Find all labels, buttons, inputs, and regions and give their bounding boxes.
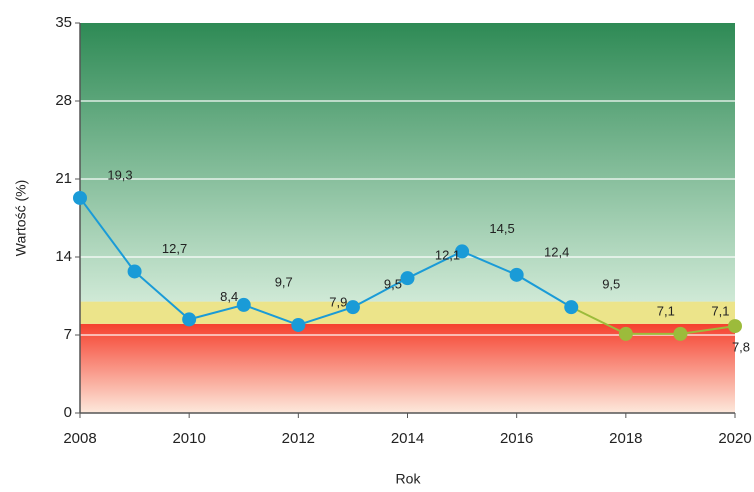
y-tick-label: 0 [64, 404, 72, 421]
point [127, 264, 142, 279]
data-label: 9,7 [275, 274, 293, 289]
data-label: 12,4 [544, 244, 569, 259]
x-tick-label: 2016 [500, 430, 533, 447]
x-tick-label: 2018 [609, 430, 642, 447]
y-tick-label: 35 [55, 14, 72, 31]
point [673, 326, 688, 341]
data-label: 7,9 [329, 294, 347, 309]
y-tick-label: 21 [55, 170, 72, 187]
point [182, 312, 197, 327]
point [455, 244, 470, 259]
y-tick-label: 7 [64, 326, 72, 343]
data-label: 7,1 [711, 303, 729, 318]
point [236, 297, 251, 312]
data-label: 7,8 [732, 340, 750, 355]
band [80, 23, 735, 302]
line-segment [79, 197, 572, 327]
line-segment [570, 306, 736, 335]
point [564, 300, 579, 315]
band [80, 323, 735, 413]
point [618, 326, 633, 341]
point [400, 271, 415, 286]
point [73, 190, 87, 205]
x-tick-label: 2008 [63, 430, 96, 447]
point [728, 319, 742, 334]
data-label: 8,4 [220, 289, 238, 304]
data-label: 12,7 [162, 241, 187, 256]
x-axis-label: Rok [396, 471, 422, 487]
x-tick-label: 2014 [391, 430, 424, 447]
x-tick-label: 2020 [718, 430, 751, 447]
x-tick-label: 2012 [282, 430, 315, 447]
data-label: 12,1 [435, 248, 460, 263]
data-label: 7,1 [657, 303, 675, 318]
y-tick-label: 14 [55, 248, 72, 265]
y-tick-label: 28 [55, 92, 72, 109]
point [291, 317, 306, 332]
data-label: 19,3 [107, 167, 132, 182]
band [80, 301, 735, 324]
data-label: 9,5 [602, 277, 620, 292]
data-label: 14,5 [489, 221, 514, 236]
point [345, 300, 360, 315]
x-tick-label: 2010 [172, 430, 205, 447]
point [509, 267, 524, 282]
data-label: 9,5 [384, 277, 402, 292]
y-axis-label: Wartość (%) [13, 180, 29, 256]
